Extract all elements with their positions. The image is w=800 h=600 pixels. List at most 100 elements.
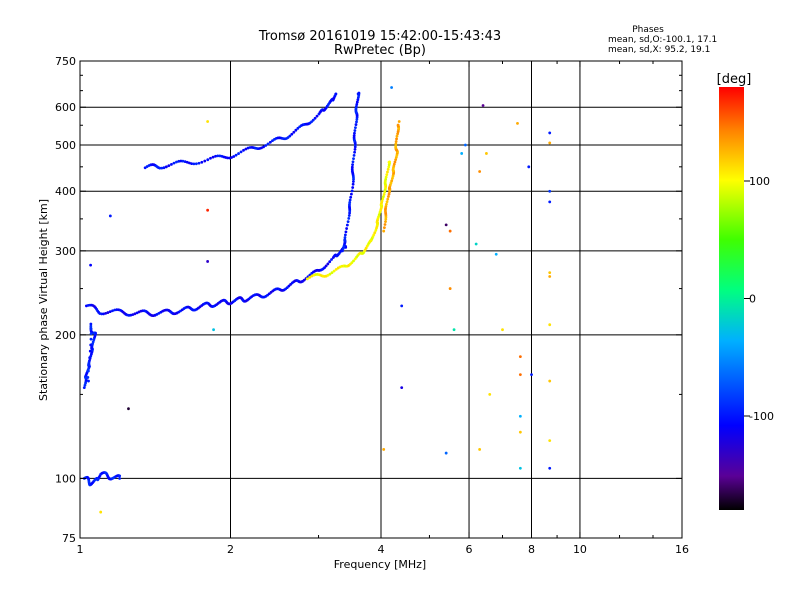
data-point (373, 231, 377, 235)
data-point (394, 140, 398, 143)
data-point (271, 139, 274, 143)
data-point (108, 310, 112, 314)
data-point (518, 355, 522, 359)
data-point (212, 328, 215, 332)
data-point (390, 179, 394, 183)
data-point (344, 230, 348, 234)
data-point (167, 164, 171, 168)
data-point (334, 92, 338, 96)
data-point (294, 128, 298, 132)
data-point (230, 156, 233, 159)
data-point (387, 165, 391, 169)
data-point (352, 154, 356, 157)
data-point (501, 328, 504, 332)
data-point (315, 114, 319, 118)
data-point (352, 134, 356, 138)
data-point (385, 173, 389, 177)
data-point (387, 195, 390, 198)
data-point (463, 143, 467, 147)
data-point (400, 304, 404, 308)
data-point (527, 165, 531, 169)
data-point (200, 160, 204, 164)
data-point (292, 130, 296, 134)
data-point (185, 160, 189, 164)
data-point (104, 311, 108, 315)
y-axis-label: Stationary phase Virtual Height [km] (37, 199, 50, 401)
data-point (452, 328, 456, 332)
data-point (352, 177, 355, 181)
data-point (548, 271, 552, 275)
data-point (350, 189, 354, 193)
data-point (346, 220, 350, 224)
x-tick-label: 1 (77, 543, 84, 556)
data-point (194, 162, 198, 166)
data-point (349, 192, 353, 196)
data-point (390, 86, 393, 89)
x-tick-label: 16 (675, 543, 689, 556)
chart-subtitle: RwPretec (Bp) (334, 43, 426, 58)
data-point (494, 252, 498, 256)
data-point (343, 233, 347, 237)
data-point (386, 170, 389, 174)
data-point (548, 131, 552, 135)
data-point (485, 152, 488, 155)
data-point (354, 105, 358, 108)
data-point (377, 215, 380, 219)
data-point (127, 407, 130, 411)
data-point (353, 145, 357, 149)
data-point (203, 159, 207, 163)
data-point (374, 229, 378, 232)
data-point (384, 177, 388, 181)
data-point (345, 227, 349, 230)
data-point (87, 362, 91, 366)
data-point (89, 322, 93, 326)
data-point (372, 233, 376, 237)
phase-info-x: mean, sd,X: 95.2, 19.1 (608, 45, 710, 55)
data-point (353, 129, 357, 132)
y-tick-label: 200 (55, 329, 76, 342)
data-point (328, 260, 332, 264)
data-point (356, 92, 360, 96)
data-point (345, 223, 349, 227)
data-point (352, 180, 355, 183)
x-axis-label: Frequency [MHz] (334, 558, 426, 571)
data-point (396, 132, 400, 136)
colorbar-tick-label: 0 (749, 293, 756, 306)
data-point (88, 349, 92, 353)
y-tick-label: 300 (55, 245, 76, 258)
plot-grid (80, 61, 682, 538)
data-point (382, 195, 385, 199)
data-point (89, 324, 93, 328)
data-point (343, 238, 347, 242)
data-point (330, 271, 334, 275)
data-point (197, 161, 201, 165)
data-point (381, 197, 385, 201)
data-point (385, 202, 388, 206)
colorbar-tick-label: -100 (749, 410, 774, 423)
data-point (356, 98, 360, 102)
data-point (91, 340, 95, 344)
data-point (239, 150, 243, 154)
data-point (164, 165, 168, 169)
data-point (385, 200, 389, 204)
data-point (313, 116, 317, 120)
data-point (518, 466, 522, 470)
data-point (264, 144, 268, 147)
data-point (118, 477, 121, 480)
data-point (102, 312, 105, 316)
data-point (266, 142, 270, 146)
data-points (82, 86, 552, 514)
data-point (355, 118, 359, 121)
data-point (448, 287, 452, 290)
data-point (548, 323, 552, 327)
data-point (183, 160, 187, 163)
data-point (478, 448, 482, 451)
data-point (548, 200, 552, 204)
data-point (88, 356, 92, 360)
data-point (394, 142, 398, 146)
data-point (113, 308, 117, 312)
data-point (311, 118, 315, 122)
data-point (548, 379, 552, 383)
data-point (474, 242, 478, 246)
chart-title: Tromsø 20161019 15:42:00-15:43:43 (258, 29, 501, 44)
